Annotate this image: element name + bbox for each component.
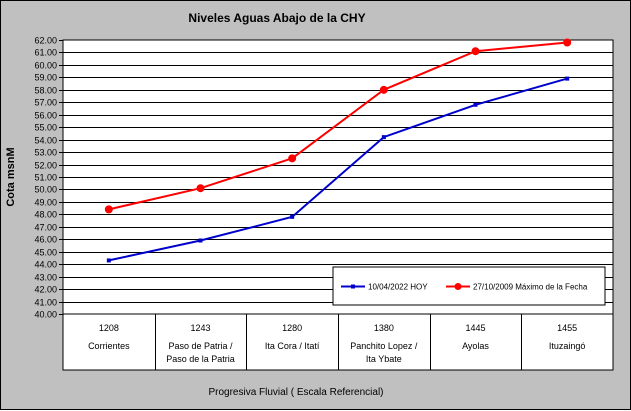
- y-axis-label: Cota msnM: [5, 147, 17, 206]
- y-tick-label: 55.00: [34, 123, 57, 133]
- category-name: Paso de Patria /: [168, 341, 233, 351]
- category-table: 1208 Corrientes 1243 Paso de Patria / Paso d…: [62, 313, 614, 371]
- y-tick-label: 47.00: [34, 223, 57, 233]
- data-point: [473, 102, 478, 107]
- y-tick-label: 41.00: [34, 298, 57, 308]
- y-tick-label: 43.00: [34, 273, 57, 283]
- y-tick-label: 48.00: [34, 210, 57, 220]
- y-tick-label: 40.00: [34, 310, 57, 320]
- data-point: [381, 135, 386, 140]
- y-tick-label: 61.00: [34, 48, 57, 58]
- data-point: [106, 258, 111, 263]
- category-name: Ayolas: [462, 341, 489, 351]
- data-point: [471, 47, 480, 56]
- y-tick-label: 62.00: [34, 36, 57, 46]
- data-point: [288, 154, 297, 163]
- series-line: [108, 77, 568, 262]
- data-point: [290, 214, 295, 219]
- y-tick-label: 59.00: [34, 73, 57, 83]
- category-name: Ita Ybate: [366, 354, 402, 364]
- legend-swatch-marker: [351, 284, 355, 289]
- y-tick-label: 56.00: [34, 111, 57, 121]
- y-tick-label: 54.00: [34, 136, 57, 146]
- legend-label: 27/10/2009 Máximo de la Fecha: [473, 283, 588, 292]
- category-code: 1445: [465, 323, 485, 333]
- data-point: [379, 85, 388, 94]
- category-name: Corrientes: [88, 341, 130, 351]
- category-code: 1455: [557, 323, 577, 333]
- y-tick-label: 58.00: [34, 86, 57, 96]
- category-name: Ita Cora / Itatí: [265, 341, 320, 351]
- data-point: [198, 238, 203, 243]
- data-point: [563, 38, 572, 47]
- y-tick-label: 49.00: [34, 198, 57, 208]
- x-axis-label: Progresiva Fluvial ( Escala Referencial): [208, 387, 383, 398]
- category-name: Paso de la Patria: [166, 354, 235, 364]
- category-code: 1243: [190, 323, 210, 333]
- y-tick-label: 51.00: [34, 173, 57, 183]
- data-point: [104, 205, 113, 214]
- y-tick-label: 60.00: [34, 61, 57, 71]
- legend-label: 10/04/2022 HOY: [368, 283, 428, 292]
- y-tick-label: 42.00: [34, 285, 57, 295]
- data-point: [565, 76, 570, 81]
- series-line: [108, 41, 568, 211]
- y-tick-label: 44.00: [34, 260, 57, 270]
- data-point: [196, 184, 205, 193]
- category-code: 1380: [374, 323, 394, 333]
- chart-title: Niveles Aguas Abajo de la CHY: [188, 11, 365, 25]
- category-name: Ituzaingó: [549, 341, 586, 351]
- category-code: 1208: [99, 323, 119, 333]
- y-tick-label: 46.00: [34, 235, 57, 245]
- category-name: Panchito Lopez /: [350, 341, 418, 351]
- y-tick-label: 57.00: [34, 98, 57, 108]
- legend-swatch-marker: [454, 283, 462, 290]
- legend: 10/04/2022 HOY 27/10/2009 Máximo de la Fe…: [332, 266, 606, 306]
- y-tick-label: 53.00: [34, 148, 57, 158]
- y-tick-label: 45.00: [34, 248, 57, 258]
- category-code: 1280: [282, 323, 302, 333]
- y-tick-label: 52.00: [34, 161, 57, 171]
- y-tick-label: 50.00: [34, 185, 57, 195]
